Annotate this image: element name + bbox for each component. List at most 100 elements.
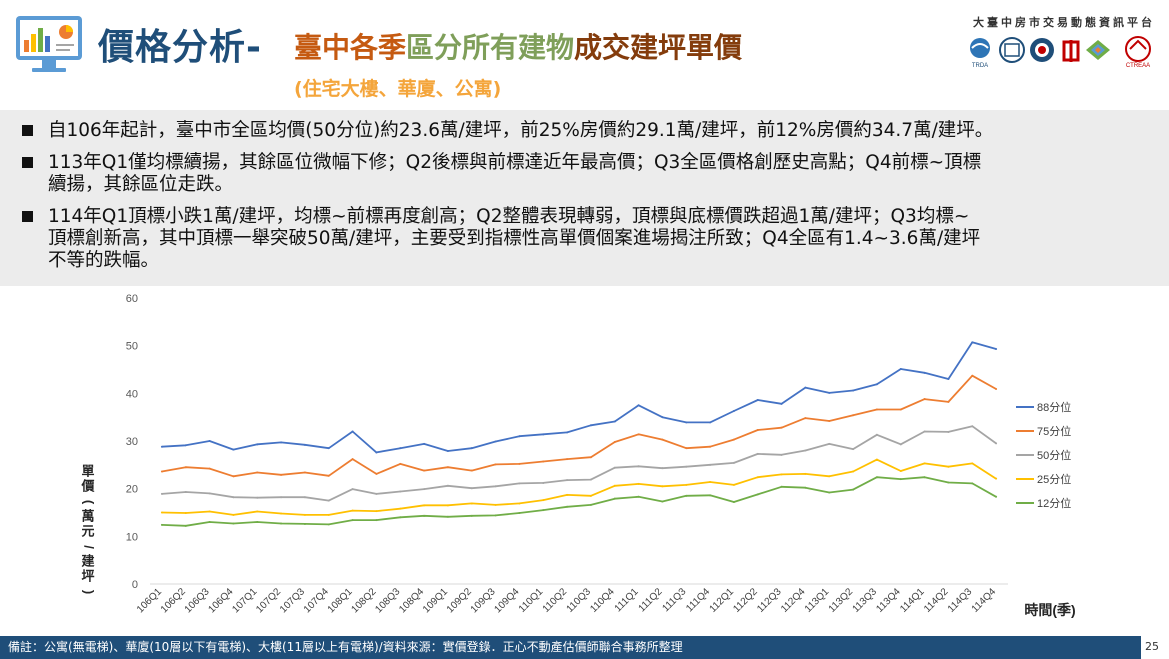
data-point xyxy=(995,495,998,498)
y-axis-label-char: 萬 xyxy=(81,508,94,523)
y-axis-label-char: ( xyxy=(82,500,97,505)
data-point xyxy=(423,469,426,472)
data-point xyxy=(971,425,974,428)
city-logo-icon xyxy=(1060,40,1082,62)
data-point xyxy=(709,480,712,483)
summary-bullets: 自106年起計，臺中市全區均價(50分位)約23.6萬/建坪，前25%房價約29… xyxy=(0,110,1169,286)
data-point xyxy=(875,476,878,479)
data-point xyxy=(828,419,831,422)
data-point xyxy=(184,466,187,469)
data-point xyxy=(875,408,878,411)
data-point xyxy=(256,496,259,499)
data-point xyxy=(518,462,521,465)
data-point xyxy=(971,482,974,485)
data-point xyxy=(303,443,306,446)
x-tick-label: 110Q1 xyxy=(517,586,546,615)
legend-label: 88分位 xyxy=(1037,400,1071,414)
ctreaa-logo-icon: CTREAA xyxy=(1125,36,1151,69)
data-point xyxy=(399,462,402,465)
x-tick-label: 111Q2 xyxy=(637,586,665,614)
data-point xyxy=(780,453,783,456)
data-point xyxy=(208,467,211,470)
data-point xyxy=(160,445,163,448)
data-point xyxy=(756,476,759,479)
data-point xyxy=(232,475,235,478)
association-logo-icon xyxy=(999,37,1025,63)
data-point xyxy=(661,467,664,470)
data-point xyxy=(303,471,306,474)
data-point xyxy=(280,522,283,525)
data-point xyxy=(732,483,735,486)
data-point xyxy=(542,499,545,502)
x-tick-label: 114Q2 xyxy=(922,586,951,615)
data-point xyxy=(470,447,473,450)
data-point xyxy=(852,448,855,451)
data-point xyxy=(160,523,163,526)
data-point xyxy=(589,494,592,497)
x-tick-label: 109Q4 xyxy=(493,586,522,615)
series-line xyxy=(161,374,997,478)
legend-label: 12分位 xyxy=(1037,496,1071,510)
x-tick-label: 110Q2 xyxy=(541,586,570,615)
data-point xyxy=(732,501,735,504)
data-point xyxy=(232,496,235,499)
data-point xyxy=(327,499,330,502)
slide-header: 價格分析- 臺中各季區分所有建物成交建坪單價 (住宅大樓、華廈、公寓) 大臺中房… xyxy=(0,0,1169,104)
data-point xyxy=(899,368,902,371)
data-point xyxy=(351,509,354,512)
y-axis-label-char: 價 xyxy=(80,478,95,493)
data-point xyxy=(613,466,616,469)
data-point xyxy=(923,462,926,465)
x-tick-label: 107Q4 xyxy=(302,586,331,615)
data-point xyxy=(208,440,211,442)
legend-label: 50分位 xyxy=(1037,448,1071,462)
data-point xyxy=(709,463,712,466)
data-point xyxy=(208,492,211,495)
data-point xyxy=(589,456,592,459)
data-point xyxy=(828,491,831,494)
bullet-square-icon xyxy=(22,211,33,222)
data-point xyxy=(899,470,902,473)
council-logo-icon xyxy=(1030,38,1054,62)
footer-note: 備註：公寓(無電梯)、華廈(10層以下有電梯)、大樓(11層以上有電梯)/資料來… xyxy=(0,636,1141,659)
data-point xyxy=(971,374,974,377)
page-title: 價格分析- xyxy=(98,27,262,68)
x-tick-label: 108Q1 xyxy=(326,586,355,615)
ctreaa-logo-text: CTREAA xyxy=(1126,63,1150,69)
data-point xyxy=(232,448,235,451)
bullet-text: 114年Q1頂標小跌1萬/建坪，均標~前標再度創高；Q2整體表現轉弱，頂標與底標… xyxy=(48,206,981,271)
data-point xyxy=(256,471,259,474)
data-point xyxy=(160,492,163,495)
data-point xyxy=(327,474,330,477)
series-line xyxy=(161,476,997,527)
data-point xyxy=(875,433,878,436)
data-point xyxy=(947,465,950,468)
data-point xyxy=(446,504,449,507)
data-point xyxy=(303,496,306,499)
data-point xyxy=(494,463,497,466)
data-point xyxy=(923,430,926,433)
data-point xyxy=(613,420,616,423)
data-point xyxy=(280,496,283,499)
x-tick-label: 113Q4 xyxy=(874,586,903,615)
data-point xyxy=(566,458,569,461)
x-tick-label: 113Q1 xyxy=(803,586,832,615)
data-point xyxy=(923,476,926,479)
data-point xyxy=(637,465,640,468)
data-point xyxy=(446,450,449,453)
x-tick-label: 112Q1 xyxy=(708,586,737,615)
data-point xyxy=(470,469,473,472)
data-point xyxy=(804,472,807,475)
subtitle-part-1: 臺中各季 xyxy=(294,31,407,64)
platform-name: 大臺中房市交易動態資訊平台 xyxy=(973,16,1155,29)
data-point xyxy=(542,433,545,436)
building-type-note: (住宅大樓、華廈、公寓) xyxy=(294,78,502,100)
data-point xyxy=(613,440,616,443)
x-tick-label: 107Q1 xyxy=(230,586,259,615)
data-point xyxy=(804,449,807,452)
data-point xyxy=(637,482,640,485)
data-point xyxy=(828,391,831,394)
data-point xyxy=(518,511,521,514)
data-point xyxy=(232,513,235,516)
x-tick-label: 109Q2 xyxy=(445,586,474,615)
